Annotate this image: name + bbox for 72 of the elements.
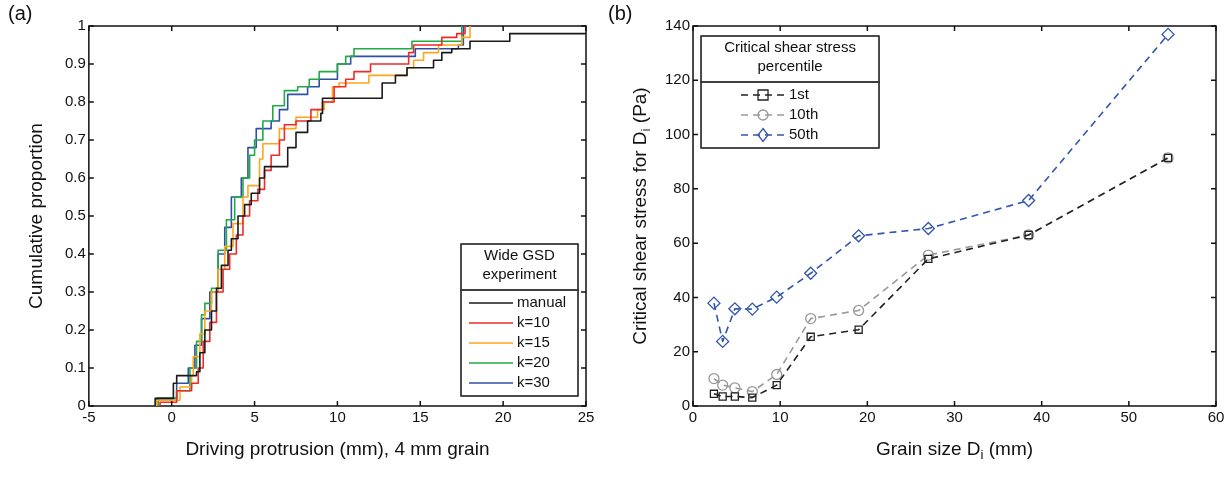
legend-title: Wide GSD experiment bbox=[482, 246, 558, 283]
legend-label: k=20 bbox=[517, 353, 550, 371]
point bbox=[851, 229, 866, 243]
legend-label: manual bbox=[517, 293, 567, 311]
point bbox=[922, 249, 935, 261]
y-tick-label: 0.2 bbox=[64, 320, 86, 338]
point bbox=[748, 393, 757, 402]
point bbox=[728, 302, 742, 316]
point bbox=[718, 392, 727, 401]
point bbox=[746, 385, 758, 398]
point bbox=[707, 296, 721, 310]
legend-label: k=10 bbox=[517, 313, 550, 331]
x-tick-label: 20 bbox=[494, 408, 512, 426]
legend-label: k=30 bbox=[517, 373, 550, 391]
point bbox=[716, 334, 730, 349]
point bbox=[806, 332, 815, 341]
point bbox=[729, 382, 741, 394]
x-tick-label: 25 bbox=[577, 408, 595, 426]
x-tick-label: 50 bbox=[1120, 408, 1138, 426]
y-tick-label: 0.3 bbox=[64, 282, 86, 300]
y-tick-label: 0.9 bbox=[64, 54, 86, 72]
point bbox=[771, 368, 783, 381]
point bbox=[854, 325, 863, 334]
y-tick-label: 100 bbox=[665, 124, 691, 142]
point bbox=[717, 379, 729, 391]
point bbox=[745, 302, 759, 316]
x-tick-label: 30 bbox=[946, 408, 963, 426]
point bbox=[1021, 193, 1036, 208]
point bbox=[805, 312, 817, 325]
y-tick-label: 40 bbox=[673, 287, 691, 305]
y-tick-label: 0.8 bbox=[64, 92, 86, 110]
point bbox=[924, 254, 933, 264]
y-tick-label: 120 bbox=[665, 70, 691, 88]
chart-title: (b) bbox=[608, 1, 633, 24]
x-tick-label: 15 bbox=[411, 408, 429, 426]
chart-title: (a) bbox=[8, 1, 33, 24]
y-tick-label: 0.7 bbox=[64, 130, 86, 148]
point bbox=[804, 266, 818, 280]
y-tick-label: 1 bbox=[77, 16, 86, 34]
point bbox=[709, 389, 719, 398]
legend-label: 1st bbox=[789, 85, 810, 103]
x-tick-label: 5 bbox=[250, 408, 259, 426]
y-tick-label: 20 bbox=[673, 341, 691, 359]
x-tick-label: 40 bbox=[1033, 408, 1051, 426]
point bbox=[770, 290, 784, 304]
x-tick-label: 0 bbox=[167, 408, 176, 426]
y-tick-label: 140 bbox=[665, 16, 691, 34]
legend-label: 50th bbox=[789, 125, 819, 143]
y-tick-label: 0 bbox=[77, 396, 86, 414]
y-tick-label: 0.1 bbox=[64, 358, 86, 376]
x-axis-title: Driving protrusion (mm), 4 mm grain bbox=[185, 438, 490, 460]
y-axis-title: Critical shear stress for Di (Pa) bbox=[629, 87, 654, 345]
y-tick-label: 0.5 bbox=[64, 206, 86, 224]
y-tick-label: 80 bbox=[673, 179, 691, 196]
point bbox=[772, 380, 781, 390]
point bbox=[852, 304, 865, 317]
legend-label: k=15 bbox=[517, 333, 550, 351]
y-axis-title: Cumulative proportion bbox=[25, 123, 47, 309]
x-tick-label: 10 bbox=[329, 408, 346, 426]
point bbox=[730, 392, 740, 401]
y-tick-label: 0.6 bbox=[64, 168, 86, 186]
point bbox=[708, 372, 720, 385]
y-tick-label: 60 bbox=[673, 233, 691, 251]
point bbox=[1161, 27, 1175, 42]
x-tick-label: 60 bbox=[1207, 408, 1225, 426]
x-tick-label: 10 bbox=[771, 408, 789, 426]
point bbox=[921, 221, 936, 236]
y-tick-label: 0.4 bbox=[64, 244, 86, 262]
legend-label: 10th bbox=[789, 105, 819, 123]
legend-title: Critical shear stress percentile bbox=[724, 38, 856, 75]
y-tick-label: 0 bbox=[681, 396, 691, 414]
x-tick-label: 20 bbox=[859, 408, 876, 426]
